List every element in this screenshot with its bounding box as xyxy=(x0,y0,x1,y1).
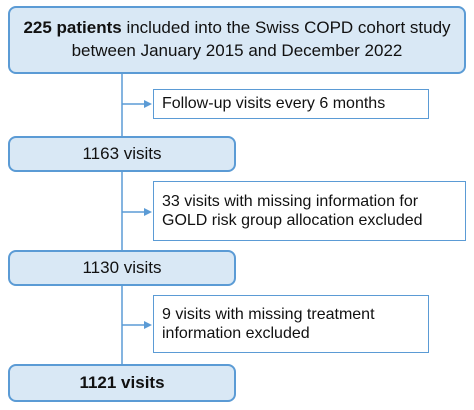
followup-note-box: Follow-up visits every 6 months xyxy=(153,89,429,119)
arrowhead-exclusion-2 xyxy=(144,321,152,329)
exclusion1-text: 33 visits with missing information for G… xyxy=(162,192,423,229)
step2-box: 1130 visits xyxy=(8,250,236,286)
start-description: included into the Swiss COPD cohort stud… xyxy=(71,18,451,60)
followup-note-text: Follow-up visits every 6 months xyxy=(162,95,386,113)
final-text: 1121 visits xyxy=(79,372,165,392)
exclusion2-text: 9 visits with missing treatment informat… xyxy=(162,305,375,342)
start-text: 225 patients included into the Swiss COP… xyxy=(20,17,454,63)
step1-text: 1163 visits xyxy=(82,143,162,163)
exclusion1-box: 33 visits with missing information for G… xyxy=(153,181,466,241)
final-box: 1121 visits xyxy=(8,364,236,402)
step2-text: 1130 visits xyxy=(82,257,162,277)
arrowhead-exclusion-1 xyxy=(144,208,152,216)
step1-box: 1163 visits xyxy=(8,136,236,172)
exclusion2-box: 9 visits with missing treatment informat… xyxy=(153,295,429,353)
start-count: 225 patients xyxy=(23,18,122,38)
start-box: 225 patients included into the Swiss COP… xyxy=(8,6,466,74)
arrowhead-followup xyxy=(144,100,152,108)
